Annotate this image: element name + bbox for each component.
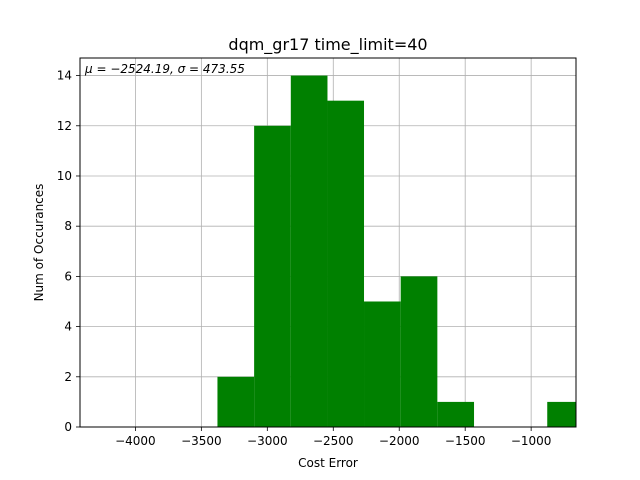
x-tick-label: −1500 [445, 434, 486, 448]
histogram-bar [437, 401, 475, 427]
y-tick-label: 12 [57, 119, 72, 133]
x-tick-label: −2000 [379, 434, 420, 448]
histogram-bar [327, 100, 365, 428]
y-tick-label: 0 [64, 420, 72, 434]
histogram-bar [217, 376, 255, 427]
y-tick-label: 10 [57, 169, 72, 183]
y-tick-label: 2 [64, 370, 72, 384]
axis-ticks: −4000 −3500 −3000 −2500 −2000 −1500 −1000 0 2 4 6 8… [57, 69, 552, 448]
x-tick-label: −1000 [511, 434, 552, 448]
histogram-bar [290, 75, 328, 428]
y-tick-label: 4 [64, 320, 72, 334]
x-tick-label: −3000 [247, 434, 288, 448]
stats-annotation: μ = −2524.19, σ = 473.55 [84, 62, 245, 76]
plot-frame [79, 57, 577, 428]
y-tick-label: 8 [64, 219, 72, 233]
histogram-bars [217, 75, 576, 428]
histogram-bar [364, 301, 401, 427]
x-tick-label: −4000 [115, 434, 156, 448]
y-tick-label: 6 [64, 269, 72, 283]
y-tick-label: 14 [57, 69, 72, 83]
histogram-bar [547, 401, 576, 427]
x-axis-label: Cost Error [298, 456, 358, 470]
x-tick-label: −2500 [313, 434, 354, 448]
y-axis-label: Num of Occurances [32, 184, 46, 302]
x-tick-label: −3500 [181, 434, 222, 448]
histogram-bar [400, 276, 438, 427]
histogram-bar [254, 125, 291, 427]
chart-title: dqm_gr17 time_limit=40 [228, 35, 427, 55]
